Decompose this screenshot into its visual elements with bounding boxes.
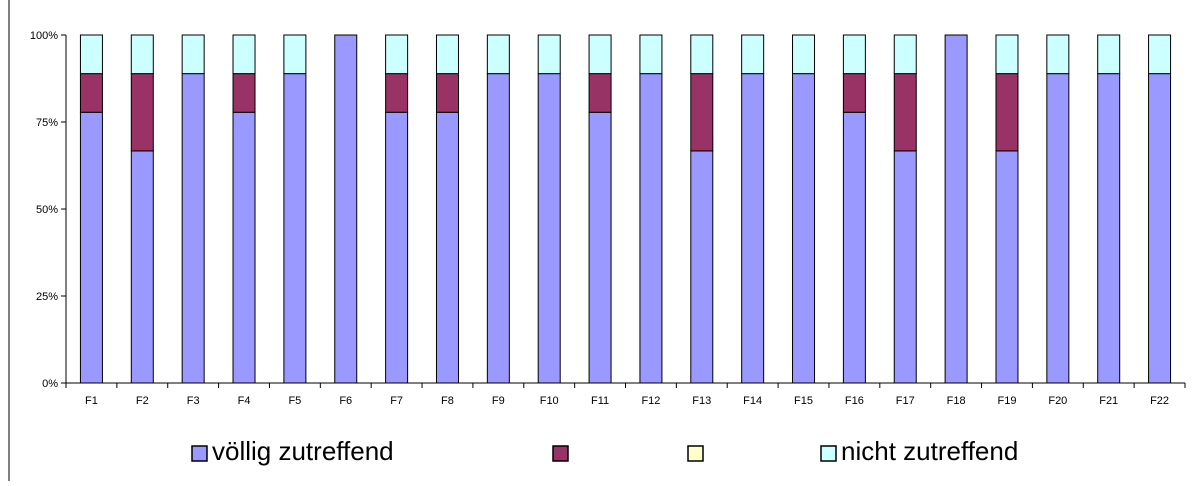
legend-label-series-1: völlig zutreffend [212,436,394,466]
legend-label-series-4: nicht zutreffend [841,436,1018,466]
legend-swatch-series-1 [191,445,208,462]
bar-segment-f9-series-4 [486,34,510,75]
x-tick-label: F16 [845,395,864,407]
bar-segment-f16-series-4 [842,34,866,75]
bar-segment-f21-series-1 [1097,73,1121,384]
y-tick-label: 100% [30,30,58,42]
bar-segment-f11-series-4 [588,34,612,75]
bar-segment-f22-series-4 [1148,34,1172,75]
bar-segment-f13-series-1 [690,150,714,384]
x-tick-label: F20 [1048,395,1067,407]
y-tick-label: 50% [36,204,58,216]
bar-segment-f16-series-1 [842,111,866,384]
bar-segment-f22-series-1 [1148,73,1172,384]
bar-segment-f8-series-2 [435,73,459,113]
bar-segment-f3-series-1 [181,73,205,384]
x-tick-label: F13 [692,395,711,407]
x-tick-label: F11 [591,395,609,407]
bar-segment-f2-series-4 [130,34,154,75]
bar-segment-f8-series-1 [435,111,459,384]
plot-area: 0% 25% 50% 75% 100% F1 F2 F3 F4 F5 F6 F7 F8 F9 F10 F11 F… [30,30,1186,407]
legend-swatch-series-4 [820,445,837,462]
bar-segment-f4-series-1 [232,111,256,384]
bar-segment-f12-series-4 [639,34,663,75]
bar-segment-f10-series-4 [537,34,561,75]
legend-swatch-series-3 [687,445,704,462]
bar-segment-f15-series-4 [792,34,816,75]
y-tick-label: 0% [42,378,58,390]
bar-segment-f11-series-1 [588,111,612,384]
bar-segment-f17-series-2 [893,73,917,152]
bar-segment-f14-series-1 [741,73,765,384]
bar-segment-f7-series-1 [385,111,409,384]
bar-segment-f17-series-4 [893,34,917,75]
bar-segment-f13-series-2 [690,73,714,152]
bar-segment-f10-series-1 [537,73,561,384]
bar-segment-f1-series-1 [79,111,103,384]
bar-segment-f19-series-1 [995,150,1019,384]
x-tick-label: F22 [1150,395,1169,407]
bar-segment-f5-series-1 [283,73,307,384]
bar-segment-f4-series-4 [232,34,256,75]
x-tick-label: F3 [187,395,200,407]
bar-segment-f19-series-4 [995,34,1019,75]
x-tick-label: F10 [540,395,559,407]
y-tick-label: 25% [36,291,58,303]
bar-segment-f21-series-4 [1097,34,1121,75]
bar-segment-f12-series-1 [639,73,663,384]
x-tick-label: F15 [794,395,813,407]
bar-segment-f4-series-2 [232,73,256,113]
x-tick-label: F7 [390,395,403,407]
legend: völlig zutreffend nicht zutreffend [191,436,1018,466]
bar-segment-f15-series-1 [792,73,816,384]
bar-segment-f9-series-1 [486,73,510,384]
bar-segment-f11-series-2 [588,73,612,113]
x-tick-label: F18 [947,395,966,407]
bar-segment-f20-series-1 [1046,73,1070,384]
legend-swatch-series-2 [552,445,569,462]
bar-segment-f1-series-2 [79,73,103,113]
bar-segment-f18-series-1 [944,34,968,384]
bar-segment-f5-series-4 [283,34,307,75]
bar-segment-f17-series-1 [893,150,917,384]
bar-segment-f14-series-4 [741,34,765,75]
bar-segment-f8-series-4 [435,34,459,75]
bar-segment-f7-series-4 [385,34,409,75]
x-tick-label: F17 [896,395,915,407]
x-tick-label: F6 [339,395,352,407]
x-tick-label: F5 [288,395,301,407]
bar-segment-f3-series-4 [181,34,205,75]
bar-segment-f6-series-1 [334,34,358,384]
x-tick-label: F14 [743,395,762,407]
bar-segment-f2-series-1 [130,150,154,384]
bar-segment-f20-series-4 [1046,34,1070,75]
x-tick-label: F21 [1099,395,1118,407]
bar-segment-f7-series-2 [385,73,409,113]
y-tick-label: 75% [36,117,58,129]
bar-segment-f16-series-2 [842,73,866,113]
x-tick-label: F4 [238,395,251,407]
x-tick-label: F12 [641,395,660,407]
x-tick-label: F1 [85,395,98,407]
bar-segment-f13-series-4 [690,34,714,75]
bar-segment-f2-series-2 [130,73,154,152]
x-tick-label: F8 [441,395,454,407]
x-tick-label: F2 [136,395,149,407]
bar-segment-f19-series-2 [995,73,1019,152]
bar-segment-f1-series-4 [79,34,103,75]
x-tick-label: F9 [492,395,505,407]
x-tick-label: F19 [997,395,1016,407]
